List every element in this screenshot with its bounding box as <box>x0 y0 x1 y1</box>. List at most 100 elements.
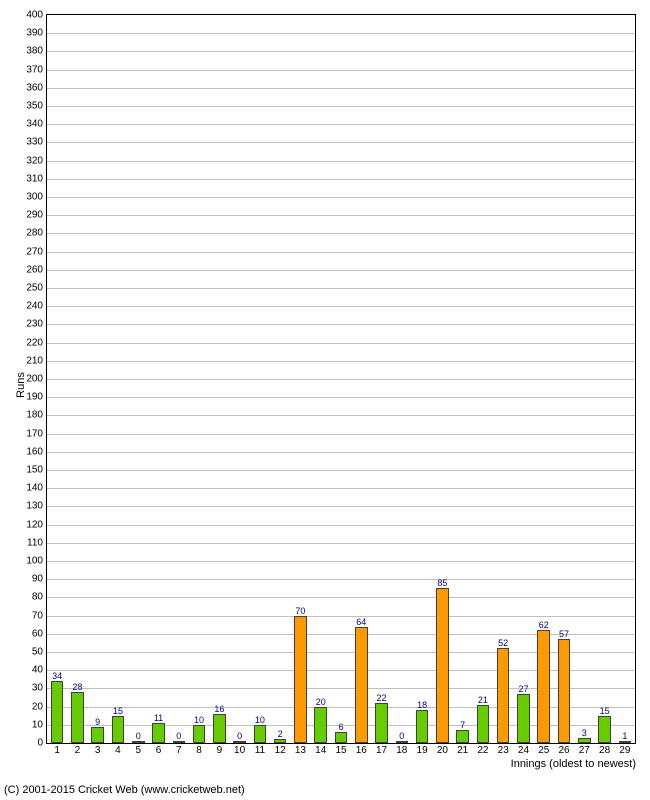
bar: 52 <box>497 648 510 743</box>
x-tick-label: 13 <box>295 743 306 756</box>
plot-area: 0102030405060708090100110120130140150160… <box>47 15 635 743</box>
bar: 70 <box>294 616 307 743</box>
plot-border: 0102030405060708090100110120130140150160… <box>46 14 636 744</box>
gridline <box>47 397 635 398</box>
y-tick-label: 20 <box>32 701 47 712</box>
gridline <box>47 161 635 162</box>
bar: 15 <box>112 716 125 743</box>
y-tick-label: 130 <box>26 501 47 512</box>
bar: 11 <box>152 723 165 743</box>
gridline <box>47 88 635 89</box>
gridline <box>47 142 635 143</box>
bar: 6 <box>335 732 348 743</box>
bar-value-label: 10 <box>255 715 265 726</box>
gridline <box>47 288 635 289</box>
bar-value-label: 7 <box>460 720 465 731</box>
x-tick-label: 15 <box>335 743 346 756</box>
bar-value-label: 20 <box>316 697 326 708</box>
bar-value-label: 22 <box>377 693 387 704</box>
y-tick-label: 250 <box>26 283 47 294</box>
y-tick-label: 60 <box>32 628 47 639</box>
y-tick-label: 140 <box>26 483 47 494</box>
bar: 15 <box>598 716 611 743</box>
bar-value-label: 27 <box>518 684 528 695</box>
gridline <box>47 197 635 198</box>
y-tick-label: 200 <box>26 374 47 385</box>
x-tick-label: 6 <box>156 743 162 756</box>
x-tick-label: 16 <box>356 743 367 756</box>
y-tick-label: 90 <box>32 574 47 585</box>
y-tick-label: 270 <box>26 246 47 257</box>
bar-value-label: 21 <box>478 695 488 706</box>
y-tick-label: 220 <box>26 337 47 348</box>
y-tick-label: 390 <box>26 28 47 39</box>
bar: 57 <box>558 639 571 743</box>
bar: 10 <box>193 725 206 743</box>
x-tick-label: 11 <box>255 743 265 756</box>
y-tick-label: 10 <box>32 719 47 730</box>
gridline <box>47 361 635 362</box>
x-tick-label: 22 <box>477 743 488 756</box>
x-tick-label: 18 <box>396 743 407 756</box>
y-tick-label: 260 <box>26 264 47 275</box>
gridline <box>47 470 635 471</box>
bar: 18 <box>416 710 429 743</box>
x-tick-label: 9 <box>217 743 223 756</box>
y-tick-label: 70 <box>32 610 47 621</box>
x-tick-label: 4 <box>115 743 121 756</box>
bar-value-label: 1 <box>622 731 627 742</box>
x-tick-label: 26 <box>558 743 569 756</box>
bar-value-label: 18 <box>417 700 427 711</box>
y-tick-label: 370 <box>26 64 47 75</box>
bar: 28 <box>71 692 84 743</box>
y-tick-label: 230 <box>26 319 47 330</box>
y-tick-label: 150 <box>26 465 47 476</box>
bar-value-label: 2 <box>278 729 283 740</box>
bar: 85 <box>436 588 449 743</box>
bar-value-label: 57 <box>559 629 569 640</box>
bar-value-label: 0 <box>399 731 404 742</box>
bar-value-label: 15 <box>113 706 123 717</box>
gridline <box>47 434 635 435</box>
gridline <box>47 379 635 380</box>
gridline <box>47 106 635 107</box>
gridline <box>47 51 635 52</box>
gridline <box>47 525 635 526</box>
y-tick-label: 210 <box>26 355 47 366</box>
x-axis-title: Innings (oldest to newest) <box>511 758 636 770</box>
gridline <box>47 415 635 416</box>
y-tick-label: 190 <box>26 392 47 403</box>
bar-value-label: 34 <box>52 671 62 682</box>
bar: 7 <box>456 730 469 743</box>
x-tick-label: 12 <box>275 743 286 756</box>
bar-value-label: 16 <box>214 704 224 715</box>
y-tick-label: 320 <box>26 155 47 166</box>
x-tick-label: 21 <box>457 743 468 756</box>
x-tick-label: 19 <box>417 743 428 756</box>
gridline <box>47 616 635 617</box>
bar-value-label: 0 <box>176 731 181 742</box>
bar-value-label: 11 <box>154 713 163 724</box>
bar-value-label: 52 <box>498 638 508 649</box>
x-tick-label: 23 <box>498 743 509 756</box>
bar-value-label: 64 <box>356 617 366 628</box>
gridline <box>47 215 635 216</box>
gridline <box>47 452 635 453</box>
y-tick-label: 290 <box>26 210 47 221</box>
gridline <box>47 270 635 271</box>
gridline <box>47 506 635 507</box>
y-tick-label: 0 <box>37 738 47 749</box>
bar-value-label: 62 <box>539 620 549 631</box>
y-tick-label: 310 <box>26 173 47 184</box>
bar-value-label: 0 <box>237 731 242 742</box>
gridline <box>47 306 635 307</box>
bar-value-label: 6 <box>338 722 343 733</box>
gridline <box>47 343 635 344</box>
bar: 27 <box>517 694 530 743</box>
gridline <box>47 33 635 34</box>
gridline <box>47 252 635 253</box>
bar: 21 <box>477 705 490 743</box>
x-tick-label: 20 <box>437 743 448 756</box>
gridline <box>47 488 635 489</box>
chart-container: 0102030405060708090100110120130140150160… <box>0 0 650 800</box>
